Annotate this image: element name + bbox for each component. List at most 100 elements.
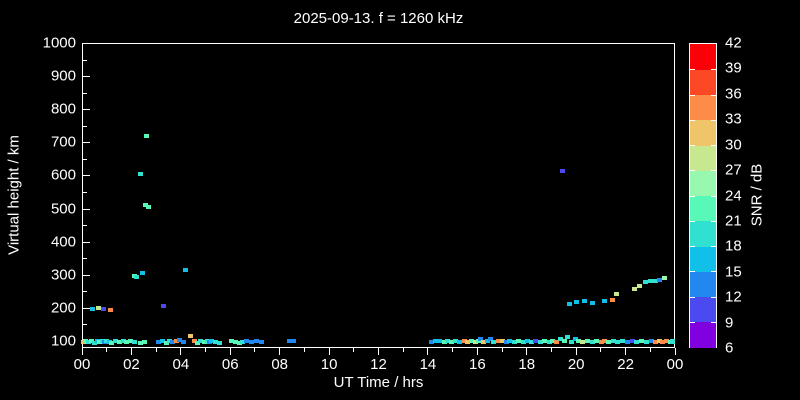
data-point: [109, 340, 115, 345]
x-axis-title: UT Time / hrs: [333, 374, 424, 391]
y-tick-label: 900: [50, 67, 76, 85]
chart-title: 2025-09-13. f = 1260 kHz: [293, 10, 464, 27]
colorbar-tick: [711, 271, 716, 273]
data-point: [449, 340, 455, 345]
colorbar-tick: [690, 195, 695, 197]
x-minor-tick: [649, 348, 651, 352]
y-minor-tick: [83, 324, 87, 326]
data-point: [561, 339, 567, 344]
x-tick-label: 16: [468, 356, 486, 373]
y-major-tick: [83, 241, 90, 243]
data-point: [113, 339, 119, 344]
data-point: [445, 339, 451, 344]
colorbar-tick-label: 6: [725, 339, 734, 357]
data-point: [89, 339, 95, 344]
data-point: [209, 339, 215, 344]
colorbar-tick-label: 42: [725, 34, 742, 52]
y-axis-title: Virtual height / km: [5, 135, 23, 255]
colorbar-tick: [690, 69, 695, 71]
data-point: [550, 338, 556, 343]
data-point: [566, 301, 572, 306]
y-minor-tick: [83, 59, 87, 61]
data-point: [291, 339, 297, 344]
data-point: [634, 340, 640, 345]
data-point: [624, 340, 630, 345]
colorbar-tick: [690, 170, 695, 172]
data-point: [160, 339, 166, 344]
y-minor-tick: [83, 291, 87, 293]
colorbar-tick-label: 27: [725, 161, 742, 179]
data-point: [589, 300, 595, 305]
data-point: [478, 337, 484, 342]
colorbar-tick: [690, 94, 695, 96]
y-minor-tick: [83, 225, 87, 227]
data-point: [515, 338, 521, 343]
y-tick-label: 800: [50, 100, 76, 118]
data-point: [137, 171, 143, 176]
y-minor-tick: [83, 92, 87, 94]
x-major-tick: [81, 348, 83, 355]
y-tick-label: 300: [50, 266, 76, 284]
data-point: [182, 267, 188, 272]
data-point: [287, 338, 293, 343]
data-point: [582, 298, 588, 303]
colorbar-tick-label: 18: [725, 237, 742, 255]
x-minor-tick: [452, 348, 454, 352]
x-minor-tick: [501, 348, 503, 352]
data-point: [573, 299, 579, 304]
y-major-tick: [83, 208, 90, 210]
y-major-tick: [83, 274, 90, 276]
x-major-tick: [674, 348, 676, 355]
y-tick-label: 700: [50, 133, 76, 151]
colorbar-segment: [690, 44, 716, 70]
data-point: [538, 340, 544, 345]
x-tick-label: 00: [73, 356, 91, 373]
plot-area: [81, 43, 675, 348]
data-point: [146, 204, 152, 209]
x-tick-label: 12: [370, 356, 387, 373]
data-point: [629, 338, 635, 343]
data-point: [161, 303, 167, 308]
data-point: [585, 338, 591, 343]
colorbar-segment: [690, 119, 716, 146]
data-point: [609, 297, 615, 302]
data-point: [524, 339, 530, 344]
colorbar-title: SNR / dB: [748, 163, 766, 227]
data-point: [614, 292, 620, 297]
data-point: [568, 340, 574, 345]
data-point: [652, 279, 658, 284]
x-minor-tick: [254, 348, 256, 352]
x-minor-tick: [303, 348, 305, 352]
data-point: [131, 340, 137, 345]
data-point: [229, 339, 235, 344]
data-point: [177, 338, 183, 343]
data-point: [139, 271, 145, 276]
data-point: [593, 339, 599, 344]
x-minor-tick: [205, 348, 207, 352]
y-major-tick: [83, 307, 90, 309]
data-point: [465, 340, 471, 345]
data-point: [108, 307, 114, 312]
data-point: [484, 339, 490, 344]
data-point: [601, 298, 607, 303]
data-point: [652, 340, 658, 345]
colorbar-tick-label: 33: [725, 110, 742, 128]
colorbar-tick: [711, 145, 716, 146]
data-point: [244, 338, 250, 343]
data-point: [232, 340, 238, 345]
data-point: [134, 275, 140, 280]
data-point: [236, 340, 242, 345]
colorbar-tick-label: 39: [725, 59, 742, 77]
y-minor-tick: [83, 192, 87, 194]
colorbar-tick: [690, 321, 695, 323]
x-major-tick: [625, 348, 627, 355]
data-point: [83, 338, 89, 343]
colorbar-segment: [690, 145, 716, 171]
data-point: [643, 280, 649, 285]
colorbar-tick: [690, 119, 695, 121]
data-point: [520, 340, 526, 345]
x-major-tick: [476, 348, 478, 355]
data-point: [169, 340, 175, 345]
x-tick-label: 06: [221, 356, 239, 373]
